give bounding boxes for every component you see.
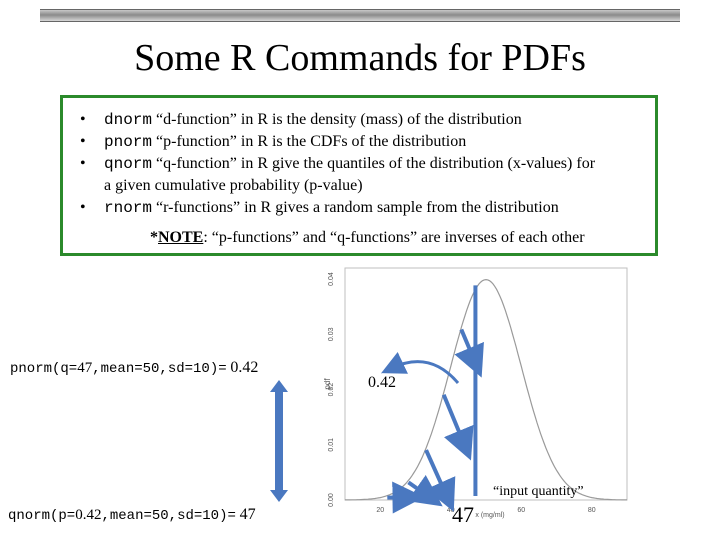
top-decorative-bar (40, 9, 680, 22)
x-tick-label: 20 (376, 507, 384, 514)
bullet-marker: • (80, 199, 86, 216)
code-dnorm: dnorm (104, 111, 153, 129)
bullet-text: a given cumulative probability (p-value) (104, 177, 363, 194)
input-quantity-label: “input quantity” (493, 484, 584, 499)
definitions-box (60, 95, 658, 256)
bullet-text: “p-function” in R is the CDFs of the dis… (156, 133, 467, 150)
bullet-text: “d-function” in R is the density (mass) … (156, 111, 522, 128)
bullet-marker: • (80, 155, 86, 172)
x-tick-label: 80 (588, 507, 596, 514)
code-rnorm: rnorm (104, 199, 153, 217)
inverse-arrow-head-up (270, 380, 288, 392)
qnorm-command: qnorm(p=0.42,mean=50,sd=10)= 47 (8, 506, 256, 524)
pnorm-result: 0.42 (230, 359, 259, 376)
qnorm-result: 47 (239, 506, 256, 523)
x-tick-label: 60 (517, 507, 525, 514)
hatch-arrow (424, 449, 456, 512)
hatch-arrow (454, 328, 484, 378)
note-prefix: * (150, 229, 158, 246)
pdf-curve (345, 278, 627, 501)
y-tick-label: 0.00 (328, 493, 335, 507)
hatch-arrow (407, 474, 443, 507)
bullet-marker: • (80, 133, 86, 150)
bullet-text: “q-function” in R give the quantiles of … (156, 155, 596, 172)
bullet-text: “r-functions” in R gives a random sample… (156, 199, 559, 216)
pnorm-code-end: ,mean=50,sd=10)= (92, 361, 227, 377)
input-value-label: 47 (452, 502, 474, 527)
plot-frame (344, 267, 628, 501)
pnorm-code-start: pnorm(q= (10, 361, 78, 377)
y-axis-ticks: 0.00 0.01 0.02 0.03 0.04 (328, 272, 335, 507)
slide-title: Some R Commands for PDFs (134, 37, 586, 79)
qnorm-code-end: ,mean=50,sd=10)= (101, 508, 236, 524)
hatch-arrow (441, 393, 474, 461)
y-tick-label: 0.04 (328, 272, 335, 286)
x-axis-label: x (mg/ml) (475, 512, 504, 519)
y-tick-label: 0.03 (328, 327, 335, 341)
qnorm-code-start: qnorm(p= (8, 508, 76, 524)
shaded-area-arrows (387, 328, 484, 514)
y-axis-label: pdf (323, 378, 332, 390)
y-tick-label: 0.02 (328, 383, 335, 397)
area-arrow (381, 352, 460, 384)
note-label: NOTE (158, 229, 204, 246)
pnorm-arg: 47 (77, 360, 93, 376)
code-pnorm: pnorm (104, 133, 153, 151)
code-qnorm: qnorm (104, 155, 153, 173)
note-text: : “p-functions” and “q-functions” are in… (203, 229, 585, 246)
area-value-label: 0.42 (368, 374, 396, 391)
inverse-arrow-head-down (270, 490, 288, 502)
bullet-marker: • (80, 111, 86, 128)
qnorm-arg: 0.42 (75, 507, 102, 523)
y-tick-label: 0.01 (328, 438, 335, 452)
pnorm-command: pnorm(q=47,mean=50,sd=10)= 0.42 (10, 359, 258, 377)
note-line: *NOTE: “p-functions” and “q-functions” a… (150, 229, 585, 247)
